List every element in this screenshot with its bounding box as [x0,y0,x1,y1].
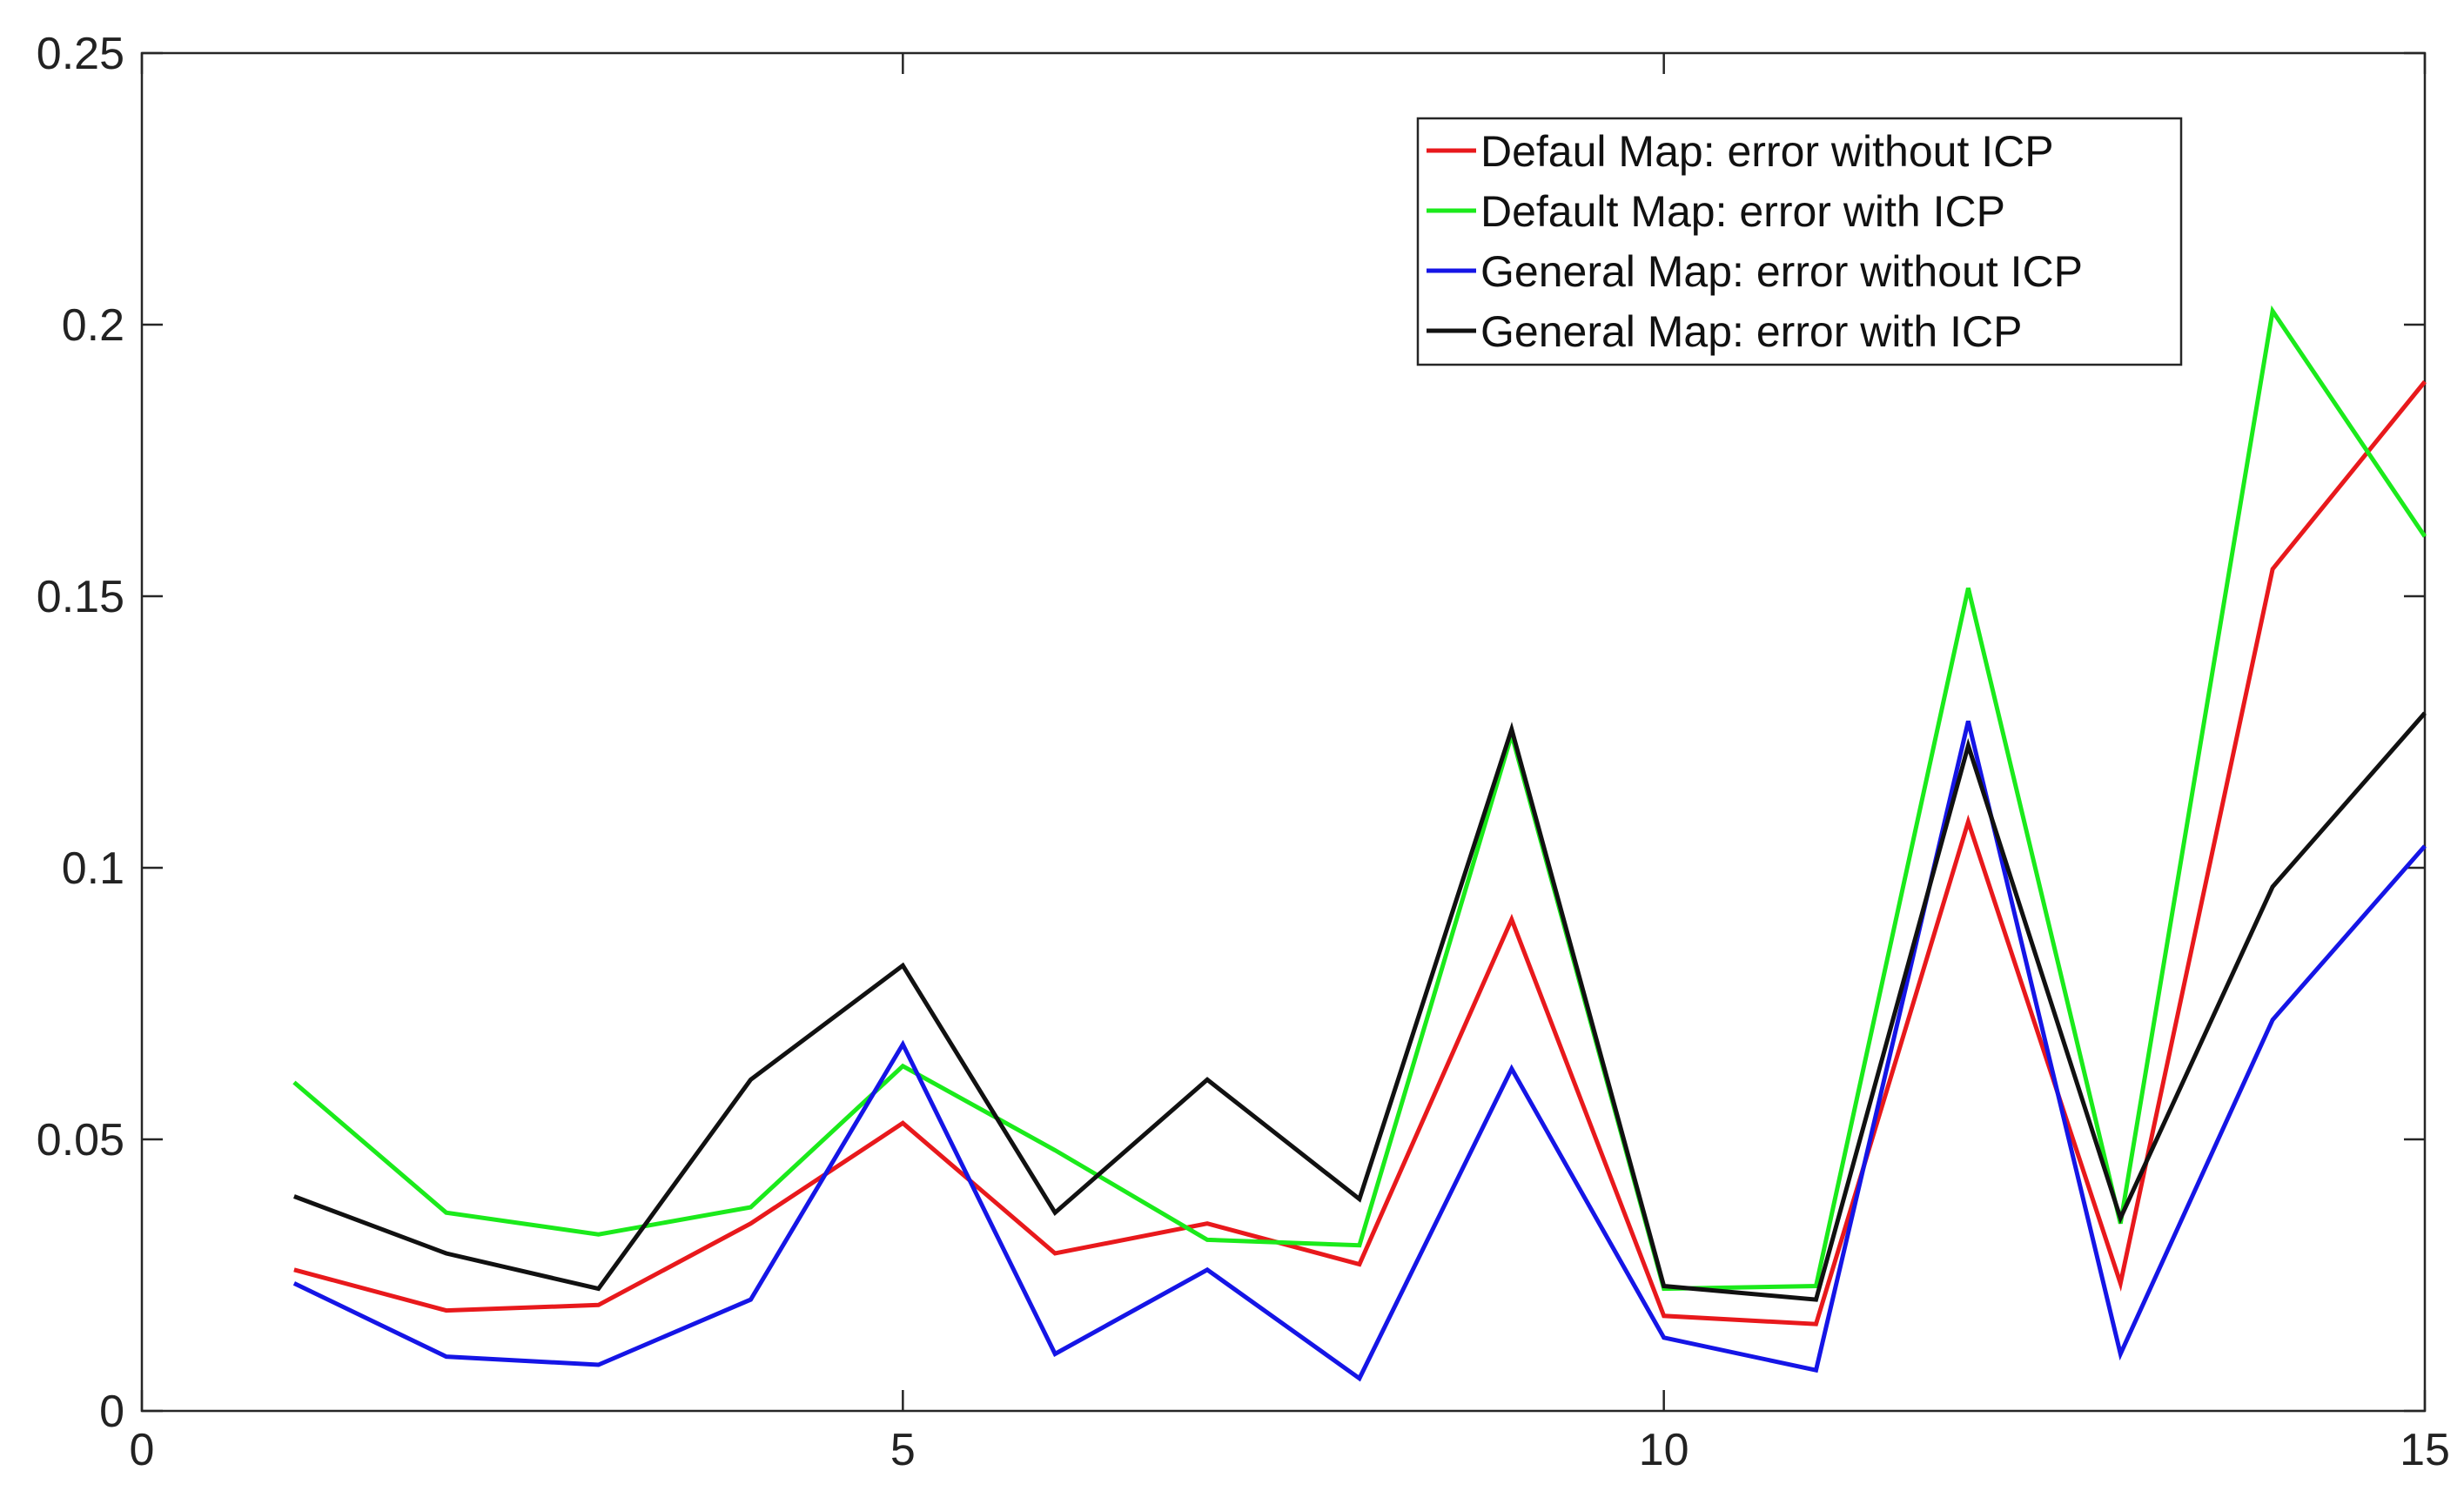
axis-ticks [140,51,2427,1413]
x-tick-label: 5 [890,1425,916,1475]
legend-label: General Map: error without ICP [1480,247,2083,296]
y-tick-label: 0.2 [62,300,124,351]
y-tick-label: 0.05 [37,1115,124,1165]
data-series [292,305,2427,1382]
x-tick-label: 15 [2400,1425,2450,1475]
legend: Defaul Map: error without ICP Default Map… [1416,117,2183,366]
y-tick-label: 0 [99,1387,124,1437]
y-tick-label: 0.1 [62,843,124,894]
legend-label: General Map: error with ICP [1480,307,2022,356]
plot-area-frame [140,51,2427,1413]
x-tick-label: 0 [130,1425,155,1475]
series-line-4 [293,711,2427,1302]
legend-label: Default Map: error with ICP [1480,187,2005,236]
legend-box [1416,117,2183,366]
series-line-3 [292,720,2427,1382]
series-line-1 [293,379,2427,1326]
axis-tick-labels: 0 5 10 15 0 0.05 0.1 0.15 0.2 0.25 [37,29,2450,1475]
x-tick-label: 10 [1639,1425,1689,1475]
series-line-2 [292,305,2427,1292]
legend-label: Defaul Map: error without ICP [1480,127,2054,176]
y-tick-label: 0.15 [37,572,124,622]
y-tick-label: 0.25 [37,29,124,79]
